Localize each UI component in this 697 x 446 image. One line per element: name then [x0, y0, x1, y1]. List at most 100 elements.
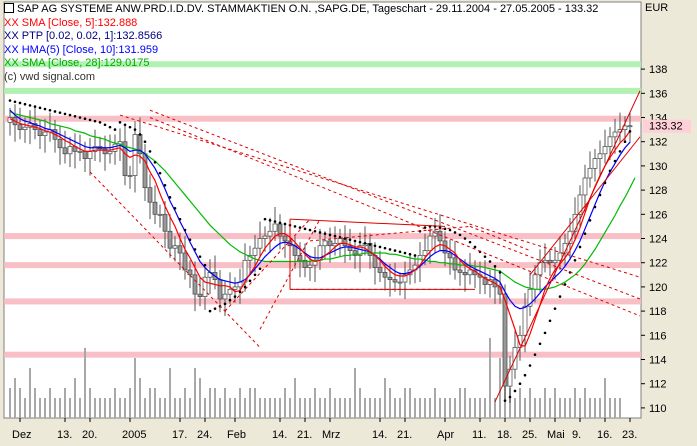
- volume-bar: [314, 388, 316, 418]
- sar-dot: [583, 232, 587, 235]
- volume-bar: [249, 388, 251, 418]
- candle-body: [402, 274, 408, 283]
- candle-body: [592, 158, 598, 169]
- price-tag-bg: [643, 119, 691, 133]
- volume-bar: [274, 398, 276, 418]
- sar-dot: [168, 196, 172, 199]
- sar-dot: [303, 227, 307, 231]
- candle-body: [227, 288, 233, 295]
- sar-dot: [253, 273, 257, 277]
- sar-dot: [143, 140, 147, 143]
- sar-dot: [248, 279, 252, 283]
- trendline-dashed: [224, 218, 311, 312]
- trendline-dashed: [149, 117, 641, 317]
- sar-dot: [63, 112, 67, 116]
- volume-bar: [439, 398, 441, 418]
- sar-dot: [308, 228, 312, 232]
- volume-bar: [414, 398, 416, 418]
- sar-dot: [113, 128, 117, 131]
- candle-body: [157, 213, 163, 216]
- x-tick-label: 18.: [497, 429, 512, 441]
- volume-bar: [589, 398, 591, 418]
- candle-body: [322, 240, 328, 247]
- x-tick-label: 21.: [297, 429, 312, 441]
- candle-body: [152, 201, 158, 215]
- sar-dot: [548, 319, 552, 323]
- sar-dot: [23, 102, 27, 106]
- candle-body: [332, 242, 338, 247]
- sar-dot: [78, 116, 82, 119]
- candle-body: [552, 259, 558, 264]
- sar-dot: [213, 307, 217, 310]
- volume-bar: [429, 398, 431, 418]
- candle-body: [557, 252, 563, 261]
- sar-dot: [353, 239, 357, 243]
- candle-body: [87, 151, 93, 159]
- plot-area: [3, 1, 642, 419]
- volume-bar: [334, 398, 336, 418]
- volume-bar: [149, 388, 151, 418]
- candle-body: [202, 276, 208, 297]
- volume-bar: [494, 398, 496, 418]
- volume-bar: [489, 338, 491, 418]
- candle-body: [437, 230, 443, 242]
- sar-dot: [38, 106, 42, 110]
- sar-dot: [488, 260, 492, 263]
- trendline-solid: [289, 218, 446, 227]
- volume-bar: [619, 398, 621, 418]
- volume-bar: [369, 398, 371, 418]
- x-tick-label: 17.: [172, 429, 187, 441]
- volume-bar: [69, 398, 71, 418]
- volume-bar: [514, 398, 516, 418]
- x-tick-label: 24.: [197, 429, 212, 441]
- volume-bar: [329, 388, 331, 418]
- volume-bar: [99, 398, 101, 418]
- sar-dot: [98, 121, 102, 124]
- sar-dot: [238, 290, 242, 294]
- volume-bar: [134, 358, 136, 418]
- volume-bar: [609, 398, 611, 418]
- sar-dot: [608, 169, 612, 173]
- sar-dot: [268, 219, 272, 222]
- candle-body: [522, 305, 528, 336]
- y-tick-label: 120: [649, 282, 667, 294]
- sar-dot: [558, 295, 562, 298]
- candle-body: [382, 272, 388, 278]
- candle-body: [172, 245, 178, 249]
- volume-bar: [194, 368, 196, 418]
- y-tick-label: 130: [649, 161, 667, 173]
- horizontal-band-2: [4, 115, 641, 122]
- x-tick-label: Dez: [12, 429, 32, 441]
- volume-bar: [309, 398, 311, 418]
- volume-bar: [614, 398, 616, 418]
- volume-bar: [244, 398, 246, 418]
- volume-bar: [264, 398, 266, 418]
- sar-dot: [18, 101, 22, 105]
- candle-body: [447, 252, 453, 259]
- volume-bar: [479, 398, 481, 418]
- volume-bar: [339, 398, 341, 418]
- candle-body: [337, 238, 343, 244]
- sar-dot: [228, 298, 232, 302]
- sar-dot: [443, 227, 447, 231]
- sar-dot: [413, 254, 417, 257]
- sar-dot: [528, 364, 532, 367]
- sar-dot: [278, 221, 282, 225]
- sar-dot: [258, 267, 262, 271]
- sar-dot: [198, 255, 202, 258]
- sar-dot: [388, 248, 392, 251]
- volume-bar: [289, 398, 291, 418]
- volume-bar: [449, 398, 451, 418]
- sar-dot: [118, 121, 122, 124]
- candle-body: [272, 223, 278, 232]
- candle-body: [482, 276, 488, 285]
- candle-body: [357, 245, 363, 256]
- sar-dot: [128, 125, 132, 129]
- candle-body: [627, 125, 633, 128]
- volume-bar: [54, 398, 56, 418]
- candle-body: [547, 259, 553, 264]
- trendline-solid: [494, 90, 641, 403]
- sar-dot: [83, 117, 87, 121]
